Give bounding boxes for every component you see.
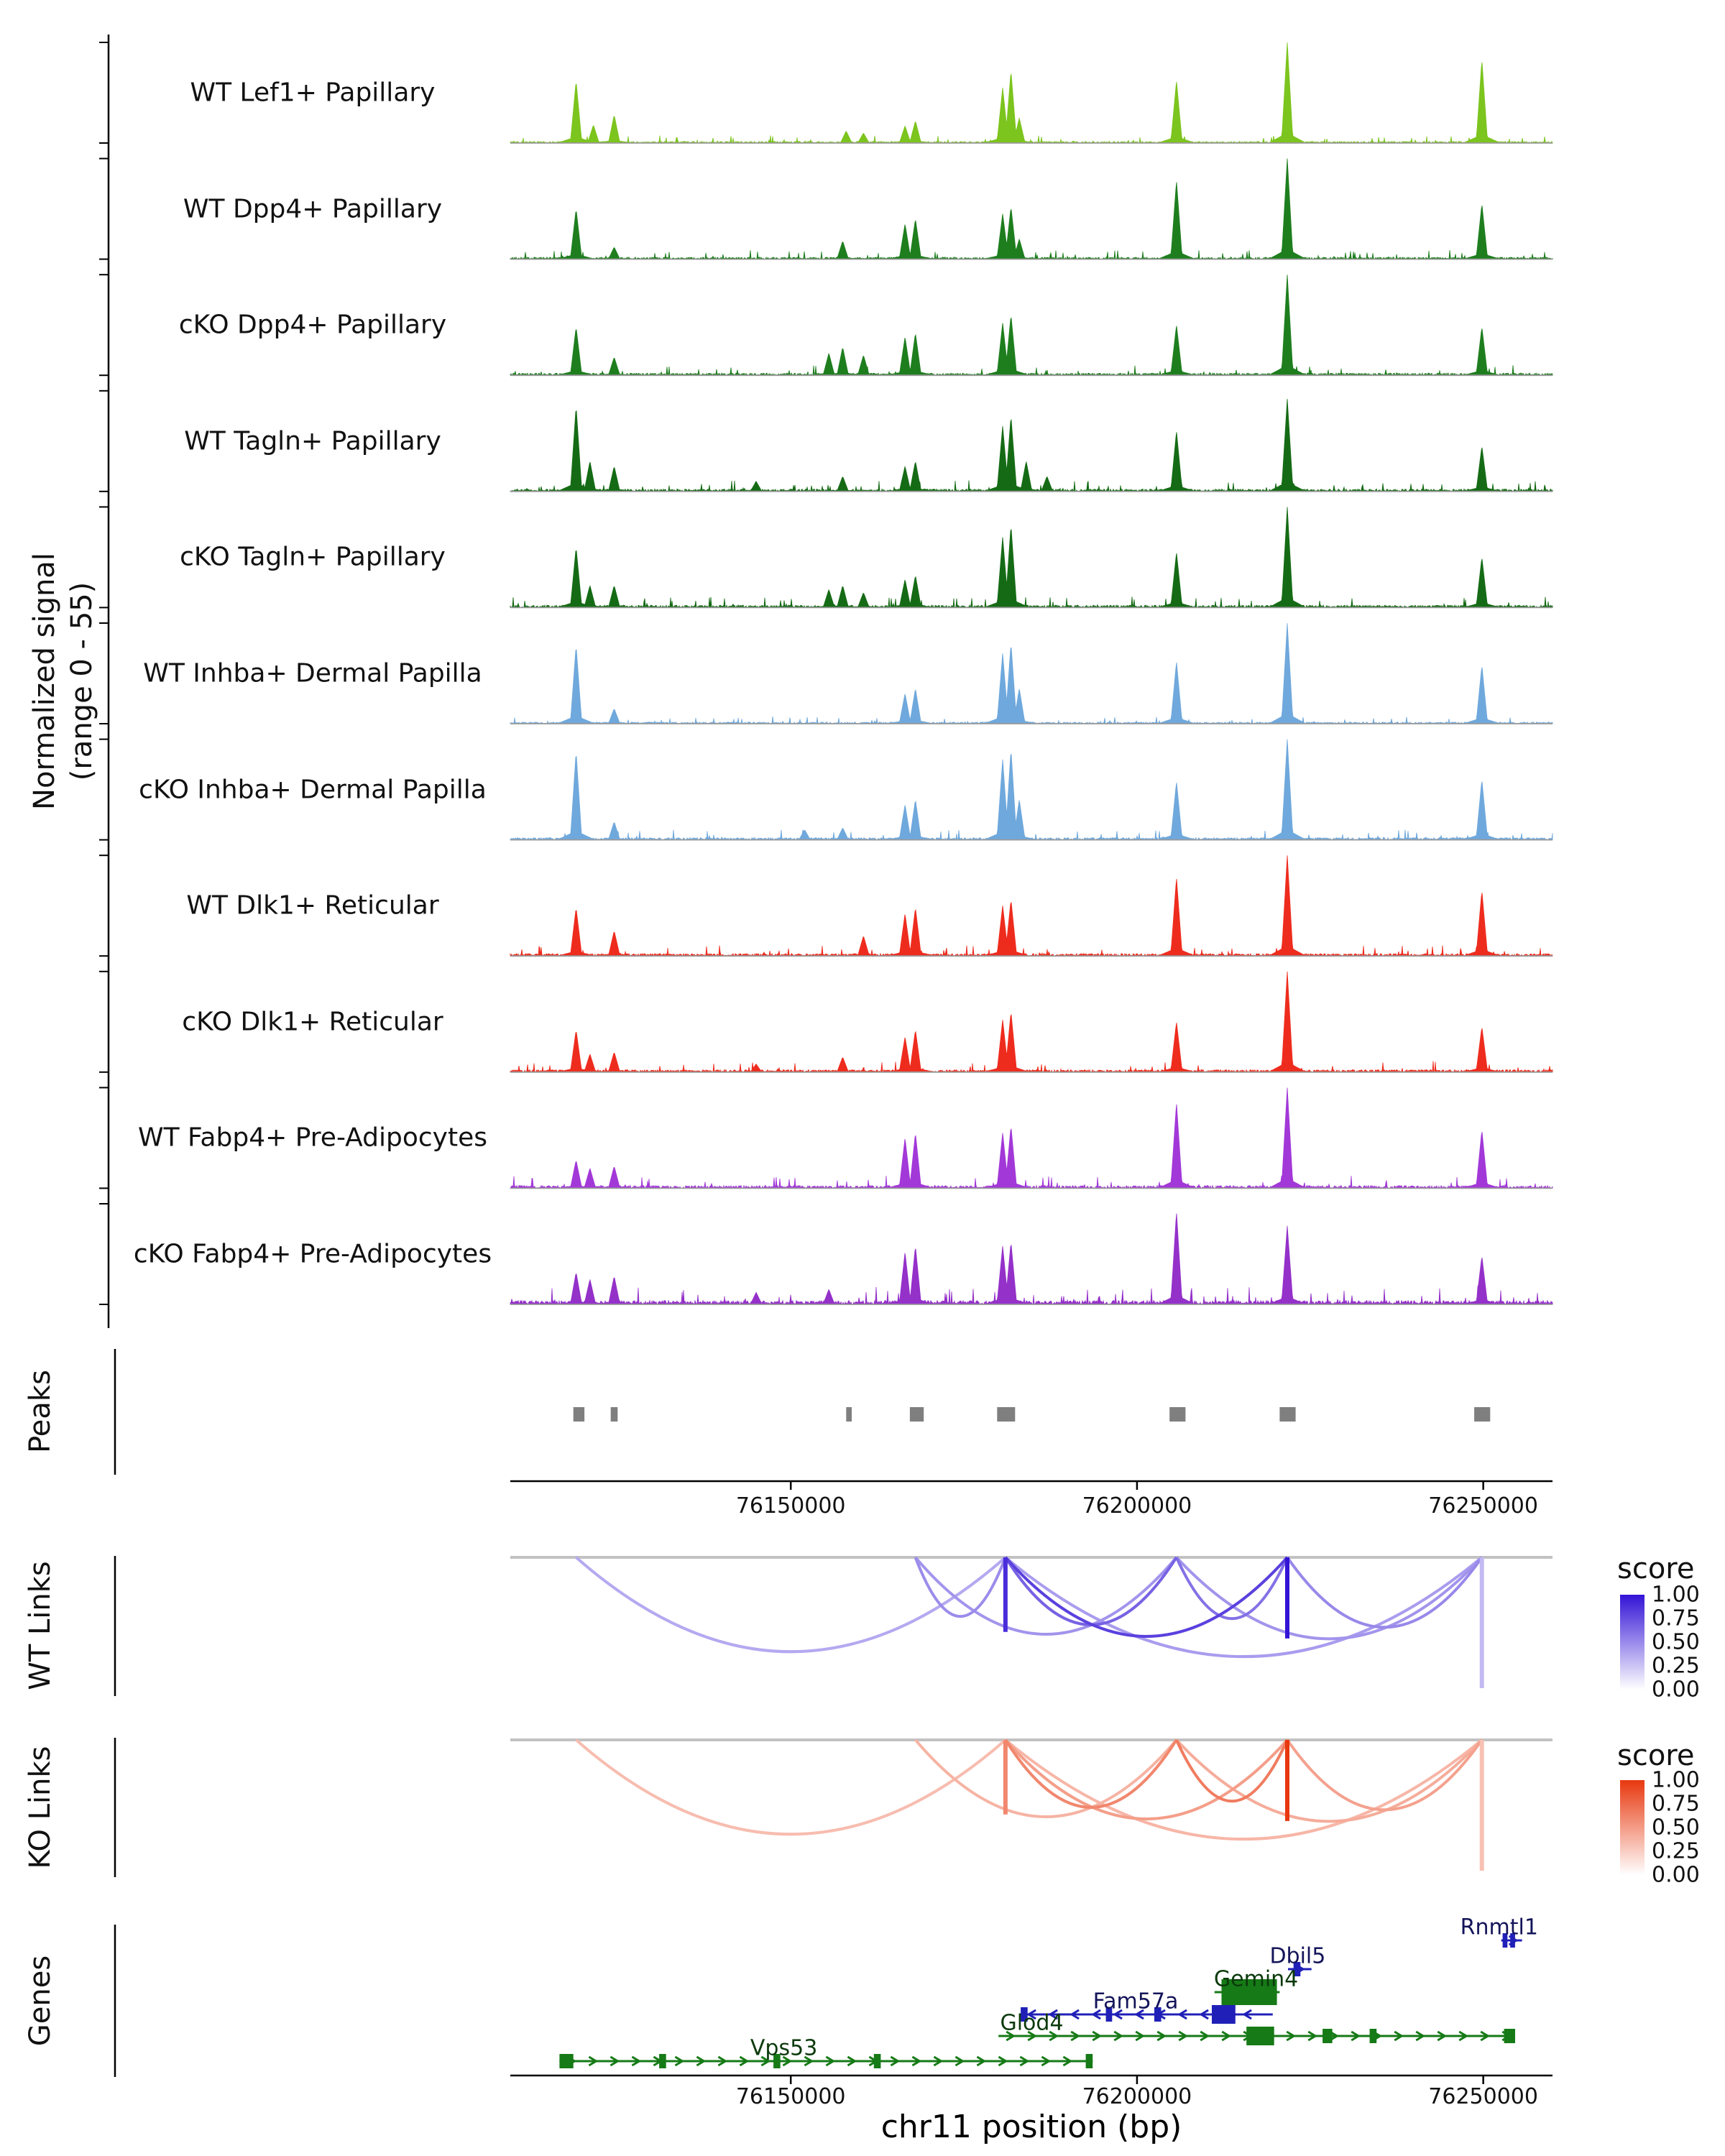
wt-links-arcs	[510, 1556, 1552, 1688]
xaxis-title: chr11 position (bp)	[880, 2109, 1182, 2145]
wt-score-legend-title: score	[1617, 1552, 1695, 1585]
signal-axis-label-line1: Normalized signal	[28, 553, 61, 810]
ko-score-gradient-tick-0: 1.00	[1652, 1767, 1700, 1793]
ko-score-gradient-tick-2: 0.50	[1652, 1815, 1700, 1841]
track-label-6: cKO Inhba+ Dermal Papilla	[139, 775, 487, 805]
axis-tick-label-76150000: 76150000	[735, 1493, 846, 1519]
signal-track-7	[510, 855, 1553, 957]
ko-links-arcs	[510, 1738, 1552, 1871]
track-label-8: cKO Dlk1+ Reticular	[182, 1007, 443, 1037]
track-label-5: WT Inhba+ Dermal Papilla	[143, 658, 482, 688]
axis-tick-label-76200000: 76200000	[1082, 1493, 1192, 1519]
gene-dbil5	[1288, 1962, 1312, 1976]
track-label-10: cKO Fabp4+ Pre-Adipocytes	[133, 1239, 492, 1269]
track-label-4: cKO Tagln+ Papillary	[180, 542, 446, 572]
signal-axis-label-line2: (range 0 - 55)	[65, 581, 98, 781]
gene-vps53	[559, 2054, 1093, 2068]
ko-links-section-label: KO Links	[24, 1746, 57, 1869]
signal-track-0	[510, 42, 1553, 144]
wt-score-gradient-tick-1: 0.75	[1652, 1606, 1700, 1631]
genes-section-label: Genes	[24, 1955, 57, 2047]
axis-tick-label-76200000: 76200000	[1082, 2084, 1192, 2109]
gene-gemin4	[1214, 1979, 1280, 2005]
gene-fam57a	[1021, 2005, 1273, 2024]
peaks-track	[573, 1407, 1491, 1422]
signal-track-9	[510, 1087, 1553, 1189]
ko-score-gradient-tick-4: 0.00	[1652, 1862, 1700, 1888]
track-label-9: WT Fabp4+ Pre-Adipocytes	[138, 1123, 487, 1153]
ko-score-legend-title: score	[1617, 1739, 1695, 1772]
ko-score-gradient-tick-3: 0.25	[1652, 1838, 1700, 1864]
gene-label-fam57a: Fam57a	[1092, 1989, 1179, 2014]
gene-rnmtl1	[1501, 1933, 1522, 1948]
axis-tick-label-76150000: 76150000	[735, 2084, 846, 2109]
wt-score-gradient-tick-2: 0.50	[1652, 1629, 1700, 1655]
axis-tick-label-76250000: 76250000	[1428, 2084, 1538, 2109]
signal-track-10	[510, 1213, 1553, 1306]
ko-score-gradient-bar	[1620, 1780, 1644, 1875]
gene-label-dbil5: Dbil5	[1269, 1943, 1326, 1969]
peaks-section-label: Peaks	[24, 1370, 57, 1453]
wt-score-gradient-bar	[1620, 1595, 1644, 1690]
gene-label-rnmtl1: Rnmtl1	[1460, 1915, 1538, 1940]
signal-track-5	[510, 623, 1553, 725]
gene-label-glod4: Glod4	[1000, 2010, 1064, 2036]
signal-track-4	[510, 507, 1553, 609]
track-label-1: WT Dpp4+ Papillary	[183, 194, 443, 224]
signal-axis-label: Normalized signal (range 0 - 55)	[26, 553, 101, 810]
wt-score-gradient-tick-0: 1.00	[1652, 1582, 1700, 1608]
signal-track-1	[510, 158, 1553, 260]
axis-tick-label-76250000: 76250000	[1428, 1493, 1538, 1519]
signal-track-6	[510, 739, 1553, 841]
gene-label-vps53: Vps53	[750, 2035, 818, 2061]
wt-links-section-label: WT Links	[24, 1561, 57, 1690]
ko-score-gradient-tick-1: 0.75	[1652, 1791, 1700, 1817]
wt-score-gradient-tick-3: 0.25	[1652, 1653, 1700, 1679]
track-label-3: WT Tagln+ Papillary	[184, 426, 441, 456]
track-label-0: WT Lef1+ Papillary	[190, 78, 436, 108]
track-label-2: cKO Dpp4+ Papillary	[178, 310, 447, 340]
gene-label-gemin4: Gemin4	[1213, 1966, 1299, 1992]
gene-glod4	[998, 2027, 1515, 2045]
signal-track-2	[510, 275, 1553, 377]
track-label-7: WT Dlk1+ Reticular	[186, 890, 439, 921]
signal-track-3	[510, 399, 1553, 492]
signal-track-8	[510, 971, 1553, 1074]
wt-score-gradient-tick-4: 0.00	[1652, 1677, 1700, 1703]
